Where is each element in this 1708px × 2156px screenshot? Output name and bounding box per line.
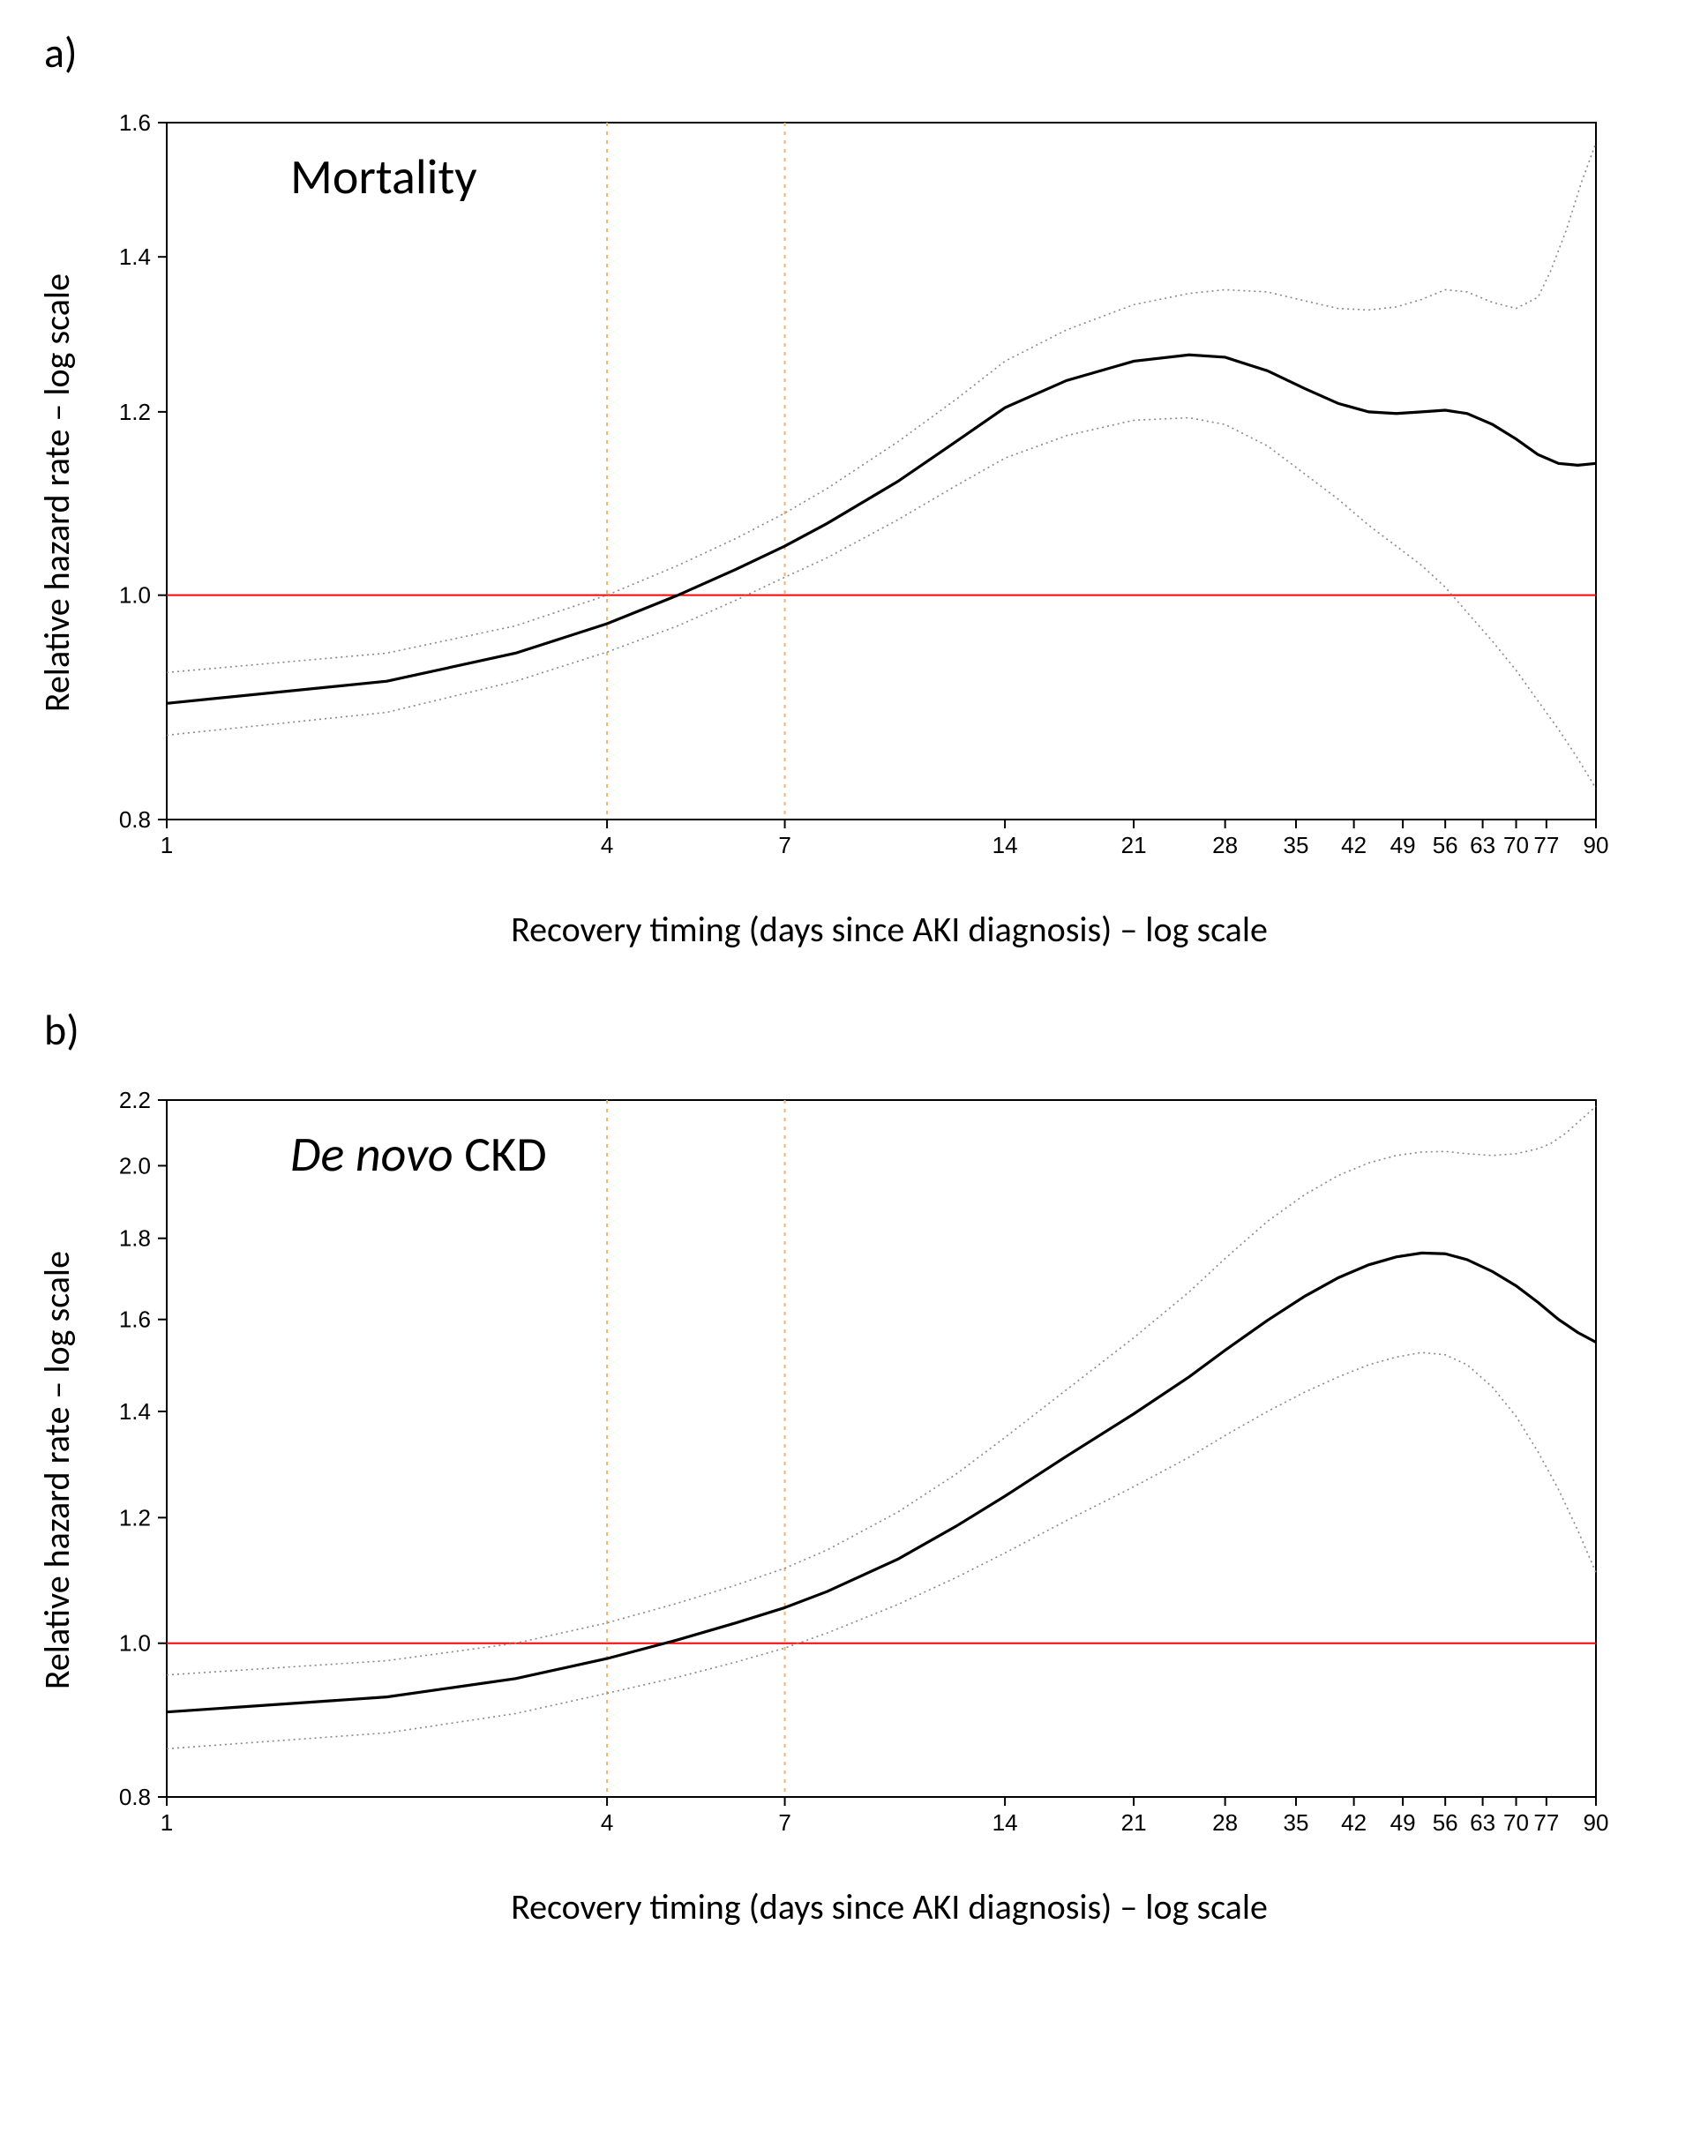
plot-border (167, 1100, 1596, 1797)
x-tick-label: 56 (1433, 1809, 1458, 1836)
panel-a: a) Relative hazard rate – log scale 1471… (26, 26, 1682, 951)
y-tick-label: 2.2 (119, 1087, 151, 1113)
x-tick-label: 77 (1533, 832, 1559, 858)
y-tick-label: 1.6 (119, 1306, 151, 1333)
x-tick-label: 4 (601, 1809, 613, 1836)
x-tick-label: 70 (1503, 832, 1529, 858)
y-tick-label: 0.8 (119, 806, 151, 833)
chart-svg: 14714212835424956637077900.81.01.21.41.6… (79, 1065, 1631, 1876)
series-line (167, 1352, 1596, 1748)
x-tick-label: 28 (1212, 832, 1238, 858)
x-tick-label: 63 (1470, 832, 1495, 858)
plot-border (167, 123, 1596, 820)
x-tick-label: 1 (161, 1809, 173, 1836)
panel-b-svg-container: 14714212835424956637077900.81.01.21.41.6… (79, 1065, 1631, 1876)
panel-b-label: b) (26, 1004, 1682, 1056)
x-tick-label: 14 (993, 832, 1018, 858)
x-tick-label: 90 (1584, 832, 1609, 858)
series-line (167, 143, 1596, 672)
chart-svg: 14714212835424956637077900.81.01.21.41.6… (79, 87, 1631, 899)
x-tick-label: 1 (161, 832, 173, 858)
y-tick-label: 1.4 (119, 243, 151, 270)
x-tick-label: 21 (1121, 1809, 1147, 1836)
x-tick-label: 35 (1284, 832, 1309, 858)
panel-b: b) Relative hazard rate – log scale 1471… (26, 1004, 1682, 1928)
y-tick-label: 1.2 (119, 1504, 151, 1531)
x-tick-label: 4 (601, 832, 613, 858)
chart-title: Mortality (290, 147, 477, 207)
x-tick-label: 70 (1503, 1809, 1529, 1836)
panel-a-label: a) (26, 26, 1682, 79)
panel-b-chart-wrap: Relative hazard rate – log scale 1471421… (26, 1065, 1682, 1876)
x-tick-label: 7 (778, 1809, 790, 1836)
series-line (167, 418, 1596, 789)
panel-b-xlabel: Recovery timing (days since AKI diagnosi… (97, 1885, 1682, 1928)
y-tick-label: 1.4 (119, 1398, 151, 1425)
y-tick-label: 1.0 (119, 582, 151, 609)
series-line (167, 355, 1596, 703)
x-tick-label: 7 (778, 832, 790, 858)
x-tick-label: 56 (1433, 832, 1458, 858)
x-tick-label: 49 (1390, 832, 1416, 858)
x-tick-label: 35 (1284, 1809, 1309, 1836)
y-tick-label: 1.8 (119, 1225, 151, 1252)
x-tick-label: 42 (1341, 832, 1367, 858)
x-tick-label: 77 (1533, 1809, 1559, 1836)
panel-a-chart-wrap: Relative hazard rate – log scale 1471421… (26, 87, 1682, 899)
x-tick-label: 21 (1121, 832, 1147, 858)
y-tick-label: 0.8 (119, 1784, 151, 1810)
x-tick-label: 63 (1470, 1809, 1495, 1836)
panel-a-svg-container: 14714212835424956637077900.81.01.21.41.6… (79, 87, 1631, 899)
y-tick-label: 2.0 (119, 1152, 151, 1179)
x-tick-label: 49 (1390, 1809, 1416, 1836)
chart-title: De novo CKD (290, 1125, 547, 1185)
y-tick-label: 1.0 (119, 1630, 151, 1657)
panel-a-ylabel: Relative hazard rate – log scale (26, 273, 79, 712)
panel-b-ylabel: Relative hazard rate – log scale (26, 1251, 79, 1689)
figure-container: a) Relative hazard rate – log scale 1471… (26, 26, 1682, 1928)
y-tick-label: 1.6 (119, 109, 151, 136)
y-tick-label: 1.2 (119, 399, 151, 425)
x-tick-label: 28 (1212, 1809, 1238, 1836)
panel-a-xlabel: Recovery timing (days since AKI diagnosi… (97, 908, 1682, 951)
x-tick-label: 14 (993, 1809, 1018, 1836)
series-line (167, 1106, 1596, 1675)
x-tick-label: 90 (1584, 1809, 1609, 1836)
x-tick-label: 42 (1341, 1809, 1367, 1836)
